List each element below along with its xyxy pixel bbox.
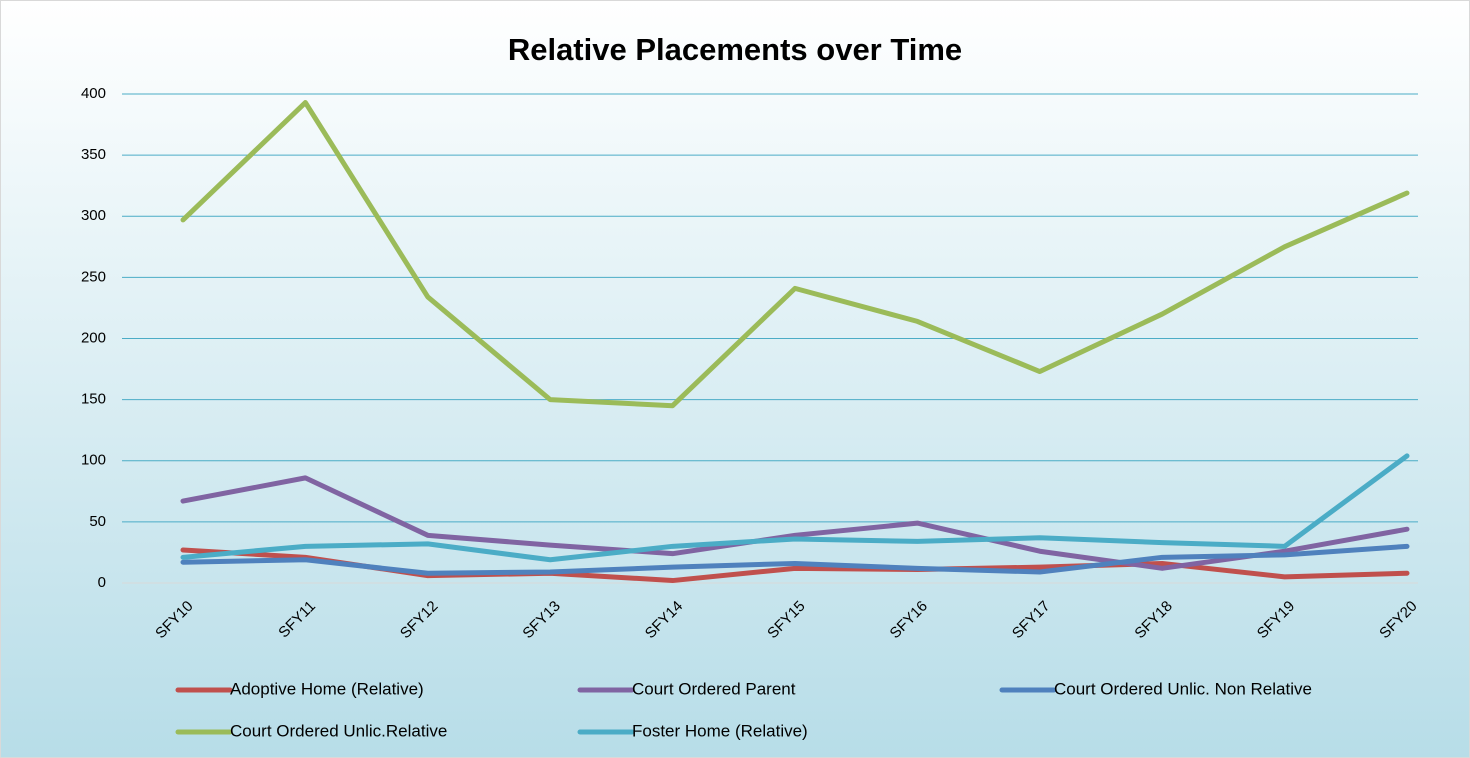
- y-tick-label: 150: [81, 391, 106, 408]
- legend-label: Foster Home (Relative): [632, 721, 808, 740]
- line-series: [180, 543, 1410, 576]
- y-tick-label: 300: [81, 207, 106, 224]
- y-tick-label: 400: [81, 85, 106, 102]
- legend-label: Court Ordered Unlic.Relative: [230, 721, 447, 740]
- y-tick-label: 100: [81, 452, 106, 469]
- legend-label: Court Ordered Parent: [632, 679, 796, 698]
- y-tick-label: 50: [89, 513, 106, 530]
- y-tick-label: 250: [81, 268, 106, 285]
- line-series: [180, 475, 1410, 571]
- line-series: [180, 453, 1410, 563]
- y-tick-label: 0: [98, 574, 106, 591]
- legend-label: Court Ordered Unlic. Non Relative: [1054, 679, 1312, 698]
- y-tick-label: 350: [81, 146, 106, 163]
- line-series: [180, 100, 1410, 409]
- y-tick-label: 200: [81, 329, 106, 346]
- chart-title: Relative Placements over Time: [508, 32, 962, 67]
- legend-label: Adoptive Home (Relative): [230, 679, 424, 698]
